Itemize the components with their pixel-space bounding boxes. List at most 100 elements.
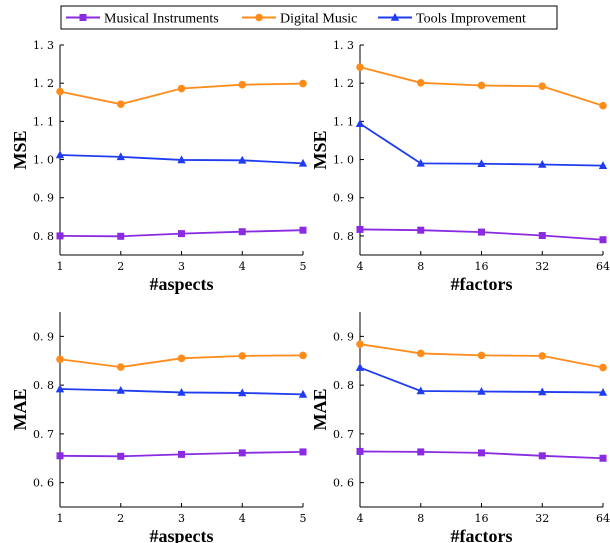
- series-3: [55, 150, 308, 167]
- series-3: [55, 384, 308, 398]
- y-tick-label: 1. 0: [33, 154, 54, 167]
- data-point: [298, 389, 308, 398]
- data-point: [299, 448, 307, 456]
- y-axis-label: MSE: [10, 130, 30, 169]
- x-tick-label: 4: [357, 260, 364, 273]
- x-tick-label: 16: [475, 260, 489, 273]
- data-point: [238, 352, 247, 360]
- data-point: [599, 454, 607, 462]
- x-tick-label: 5: [300, 260, 307, 273]
- data-point: [416, 349, 425, 358]
- y-tick-label: 0. 8: [333, 230, 354, 243]
- data-point: [177, 387, 186, 396]
- series-3: [355, 363, 608, 396]
- chart-panel-2: 0. 8 0. 9 1. 0 1. 1 1. 2 1. 3 4 8 16 32 64 #factors…: [310, 39, 610, 294]
- y-tick-label: 1. 0: [333, 154, 354, 167]
- data-point: [478, 228, 485, 236]
- data-point: [356, 447, 364, 455]
- legend-box: [60, 5, 558, 30]
- data-point: [417, 226, 425, 234]
- x-tick-label: 8: [417, 512, 424, 525]
- y-tick-label: 1. 3: [33, 39, 54, 52]
- x-axis-label: #factors: [451, 526, 513, 543]
- data-point: [599, 101, 607, 110]
- y-tick-label: 0. 9: [33, 192, 54, 205]
- data-point: [238, 80, 247, 89]
- data-point: [417, 448, 425, 456]
- y-tick-label: 1. 2: [33, 77, 54, 90]
- series-1: [56, 226, 307, 240]
- data-point: [477, 351, 486, 360]
- y-tick-label: 0. 6: [33, 477, 54, 490]
- y-tick-label: 0. 8: [333, 379, 354, 392]
- x-tick-label: 16: [475, 512, 489, 525]
- data-point: [238, 449, 246, 457]
- data-point: [177, 84, 186, 93]
- data-point: [56, 452, 64, 460]
- chart-panels: 0. 8 0. 9 1. 0 1. 1 1. 2 1. 3 1 2 3 4 5 #aspects MSE…: [10, 39, 610, 543]
- data-point: [56, 232, 64, 240]
- series-3: [355, 119, 608, 169]
- x-axis-label: #aspects: [150, 526, 214, 543]
- data-point: [56, 87, 64, 96]
- data-point: [238, 155, 247, 164]
- y-tick-label: 0. 7: [33, 428, 54, 441]
- legend-label: Tools Improvement: [416, 12, 526, 27]
- data-point: [538, 82, 547, 91]
- data-point: [117, 452, 125, 460]
- x-tick-label: 5: [300, 512, 307, 525]
- y-tick-label: 1. 1: [333, 115, 354, 128]
- y-axis-label: MAE: [10, 389, 30, 431]
- data-point: [178, 450, 185, 458]
- x-tick-label: 4: [239, 512, 246, 525]
- data-point: [599, 363, 607, 372]
- data-point: [538, 352, 547, 360]
- x-tick-label: 64: [596, 512, 610, 525]
- data-point: [477, 159, 486, 168]
- y-tick-label: 1. 3: [333, 39, 354, 52]
- data-point: [538, 452, 546, 460]
- data-point: [116, 100, 125, 108]
- data-point: [55, 384, 65, 393]
- data-point: [355, 363, 365, 371]
- legend-marker: [390, 13, 400, 21]
- data-point: [299, 226, 307, 234]
- data-point: [55, 150, 65, 159]
- x-tick-label: 8: [417, 260, 424, 273]
- series-1: [356, 225, 607, 244]
- data-point: [355, 119, 365, 127]
- y-tick-label: 0. 8: [33, 230, 54, 243]
- data-point: [178, 230, 185, 238]
- data-point: [598, 161, 608, 169]
- data-point: [599, 236, 607, 244]
- y-tick-label: 0. 8: [33, 379, 54, 392]
- data-point: [238, 388, 247, 397]
- series-2: [356, 63, 607, 110]
- y-tick-label: 1. 1: [33, 115, 54, 128]
- x-tick-label: 2: [117, 512, 124, 525]
- legend-marker: [255, 13, 263, 22]
- data-point: [238, 228, 246, 236]
- x-tick-label: 3: [178, 512, 185, 525]
- data-point: [56, 355, 64, 364]
- y-tick-label: 0. 6: [333, 477, 354, 490]
- x-axis-label: #aspects: [150, 274, 214, 294]
- x-axis-label: #factors: [451, 274, 513, 294]
- data-point: [299, 79, 307, 88]
- data-point: [356, 63, 364, 71]
- series-2: [356, 340, 607, 372]
- y-tick-label: 0. 9: [33, 330, 54, 343]
- y-tick-label: 1. 2: [333, 77, 354, 90]
- data-point: [477, 386, 486, 395]
- series-2: [56, 79, 307, 108]
- series-2: [56, 351, 307, 371]
- data-point: [298, 158, 308, 167]
- series-1: [356, 447, 607, 462]
- x-tick-label: 64: [596, 260, 610, 273]
- y-tick-label: 0. 9: [333, 192, 354, 205]
- legend-marker: [79, 14, 87, 21]
- x-tick-label: 4: [357, 512, 364, 525]
- x-tick-label: 3: [178, 260, 185, 273]
- legend-label: Musical Instruments: [104, 12, 219, 27]
